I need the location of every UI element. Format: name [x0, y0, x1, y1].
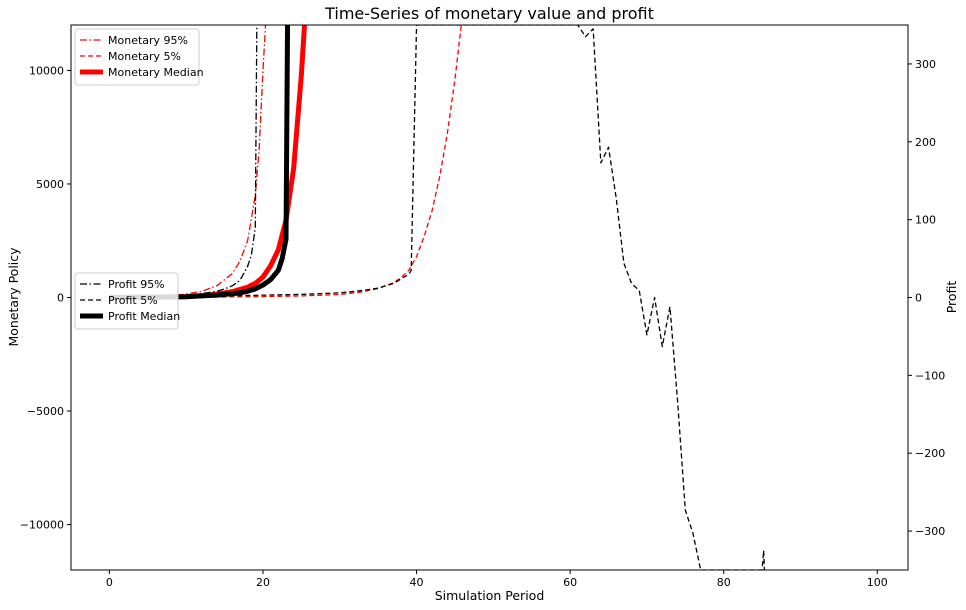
series-line-monetary-95pct: [109, 25, 267, 299]
y-right-tick-label: 100: [915, 214, 936, 227]
y-right-tick-label: 200: [915, 136, 936, 149]
series-line-profit-5pct: [109, 25, 766, 570]
x-tick-label: 40: [410, 576, 424, 589]
legend-monetary: Monetary 95% Monetary 5% Monetary Median: [74, 28, 204, 86]
legend-profit: Profit 95% Profit 5% Profit Median: [74, 272, 180, 330]
chart-title: Time-Series of monetary value and profit: [324, 4, 654, 23]
x-tick-label: 60: [563, 576, 577, 589]
x-axis-label: Simulation Period: [435, 588, 545, 603]
y-right-tick-label: −300: [915, 525, 945, 538]
legend-label-monetary-95pct: Monetary 95%: [108, 34, 188, 47]
y-axis-right-label: Profit: [944, 281, 959, 314]
legend-label-profit-95pct: Profit 95%: [108, 278, 165, 291]
x-tick-label: 20: [256, 576, 270, 589]
y-left-tick-label: −5000: [27, 405, 64, 418]
legend-label-profit-5pct: Profit 5%: [108, 294, 158, 307]
ticks-layer: 0 20 40 60 80 100 −10000 −5000 0 5000 10000 −300 −20…: [20, 58, 945, 589]
y-left-tick-label: −10000: [20, 519, 64, 532]
legend-label-monetary-median: Monetary Median: [108, 66, 204, 79]
series-layer: [109, 25, 766, 570]
y-right-tick-label: −200: [915, 447, 945, 460]
x-tick-label: 0: [106, 576, 113, 589]
series-line-monetary-5pct: [109, 25, 462, 299]
y-axis-left-label: Monetary Policy: [6, 247, 21, 347]
legend-label-monetary-5pct: Monetary 5%: [108, 50, 181, 63]
y-left-tick-label: 10000: [29, 64, 64, 77]
y-right-tick-label: −100: [915, 369, 945, 382]
y-right-tick-label: 300: [915, 58, 936, 71]
y-left-tick-label: 0: [57, 292, 64, 305]
series-line-profit-median: [109, 25, 291, 300]
x-tick-label: 100: [867, 576, 888, 589]
y-right-tick-label: 0: [915, 292, 922, 305]
x-tick-label: 80: [717, 576, 731, 589]
legend-label-profit-median: Profit Median: [108, 310, 180, 323]
y-left-tick-label: 5000: [36, 178, 64, 191]
legend-box: [74, 28, 200, 86]
